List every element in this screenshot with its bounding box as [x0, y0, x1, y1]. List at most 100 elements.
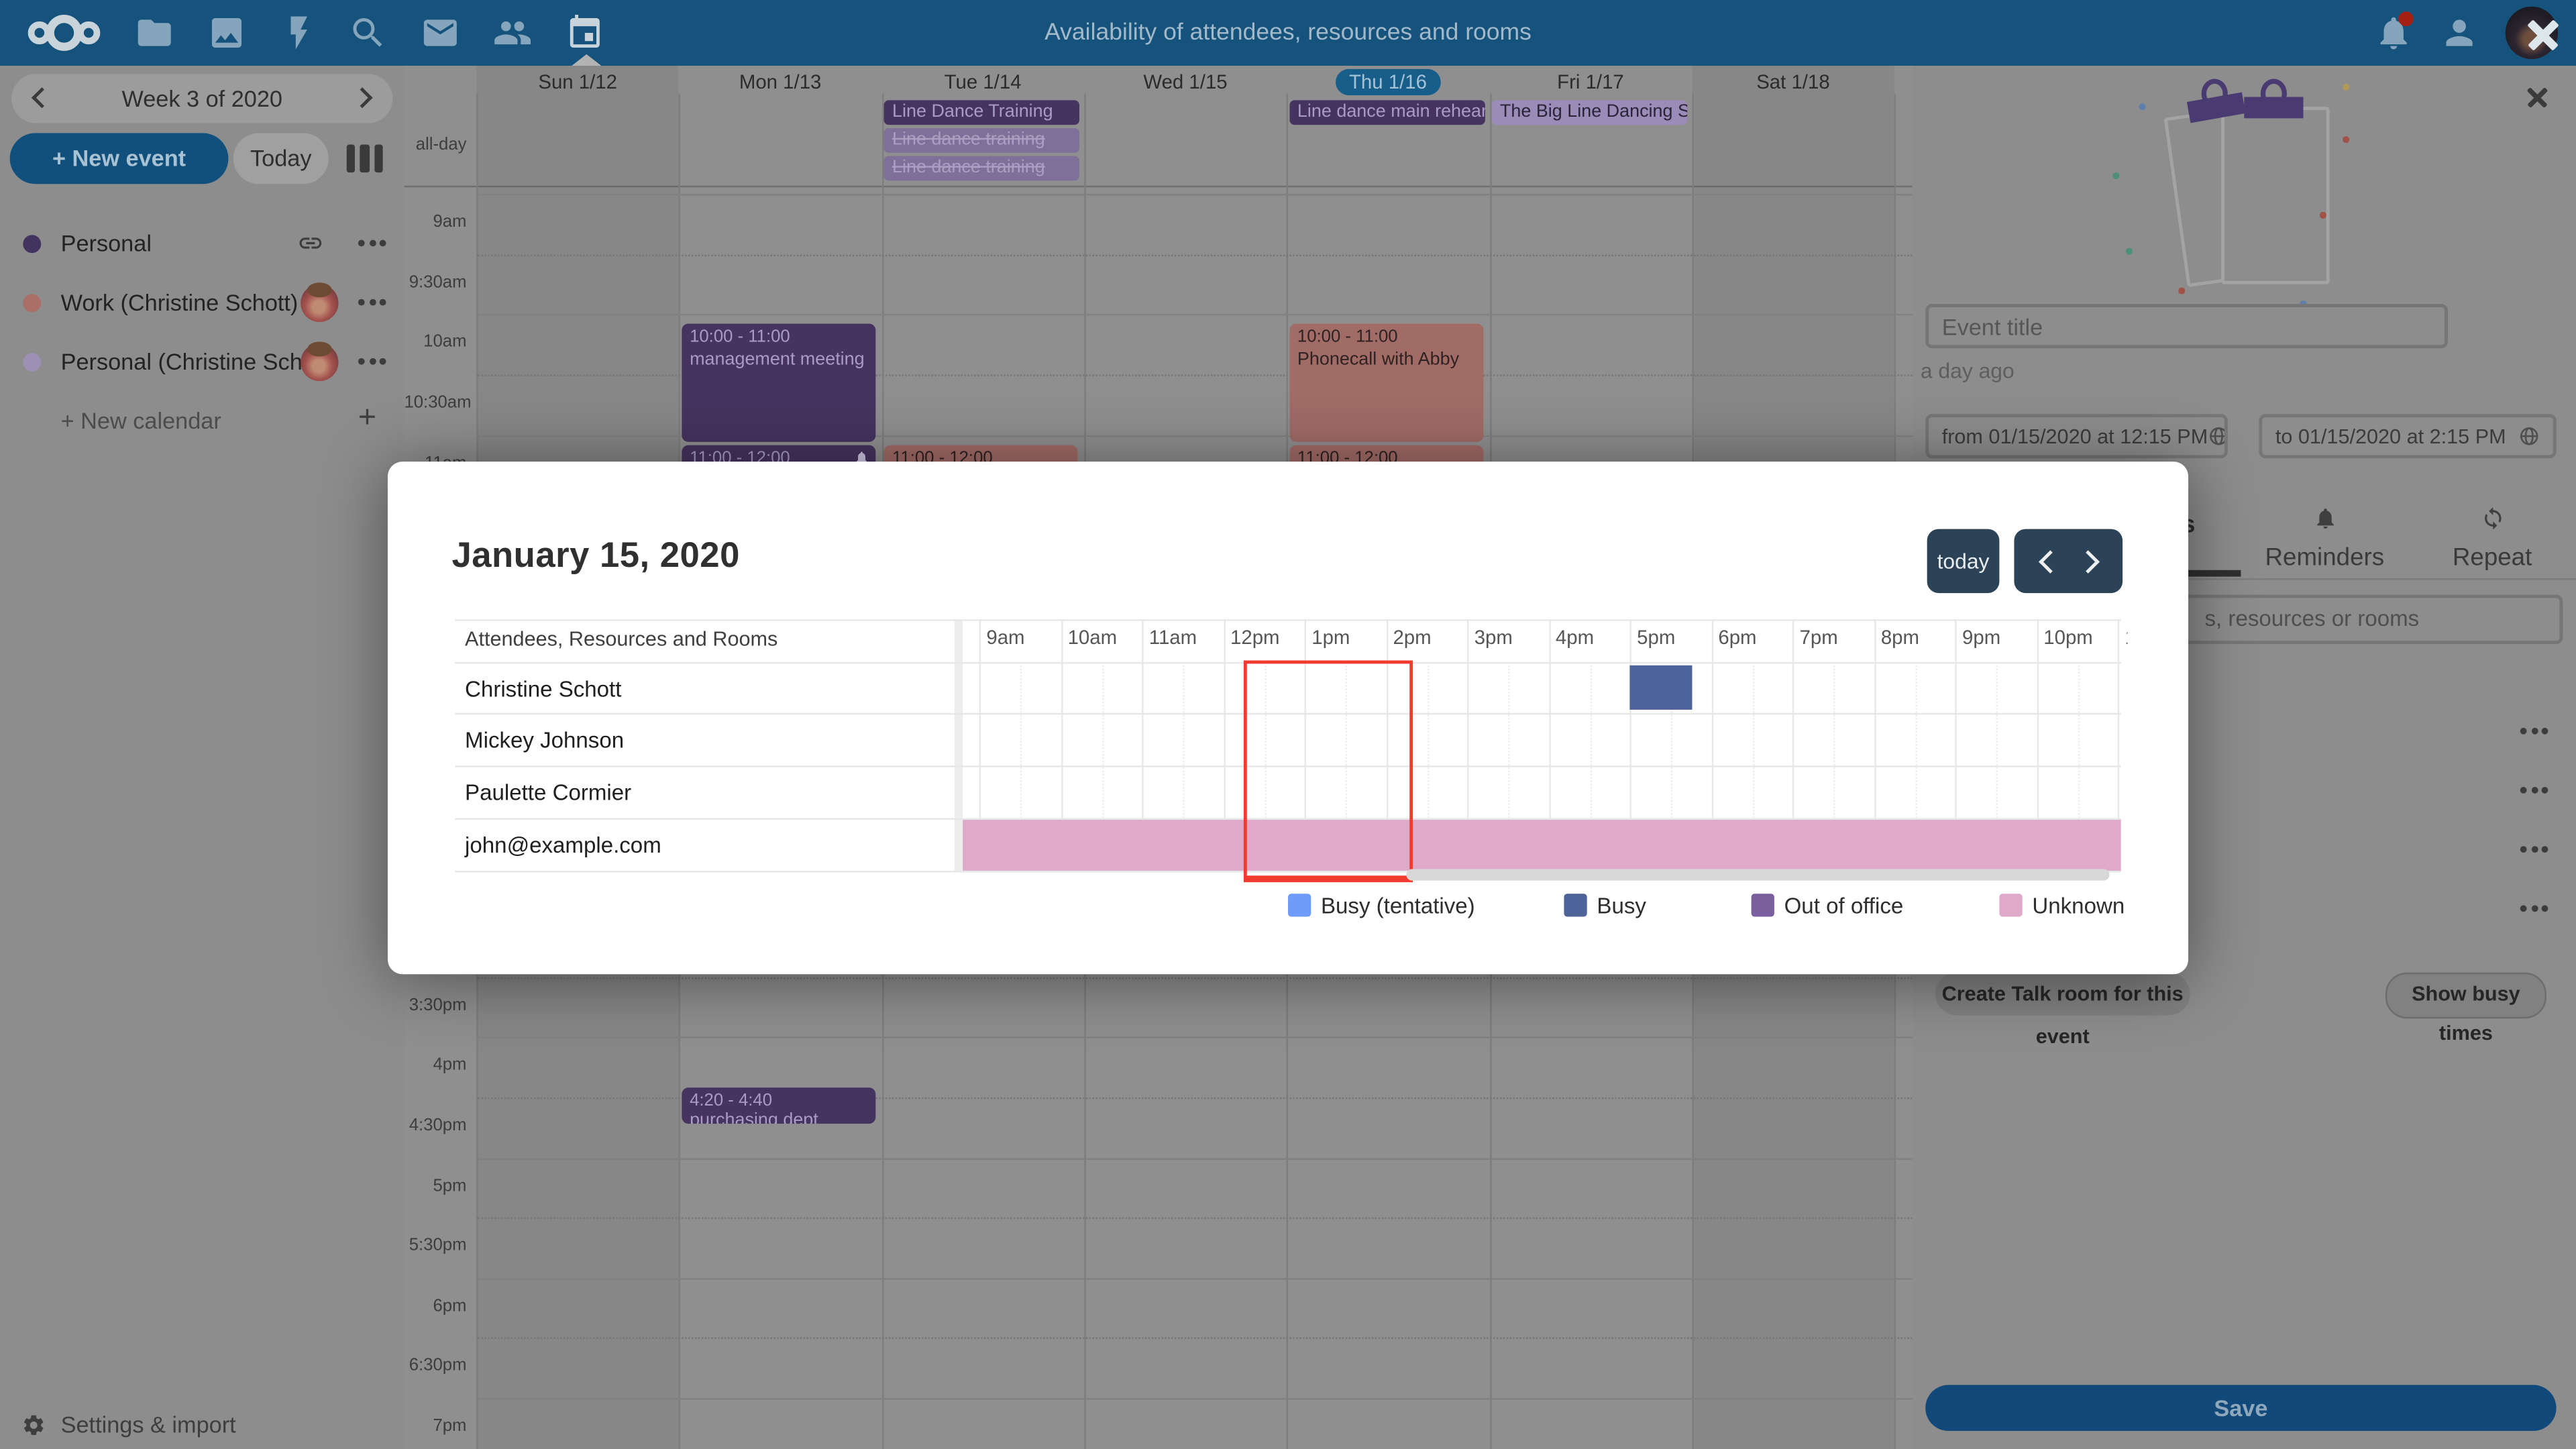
- link-icon[interactable]: [297, 230, 323, 256]
- legend-label: Unknown: [2032, 894, 2125, 918]
- close-icon[interactable]: [2527, 18, 2560, 51]
- attendee-row-menu-button[interactable]: [2520, 727, 2548, 735]
- week-label[interactable]: Week 3 of 2020: [121, 85, 282, 112]
- time-label: 4:30pm: [409, 1115, 467, 1135]
- contacts-icon[interactable]: [493, 13, 533, 53]
- event-title-input[interactable]: Event title: [1925, 304, 2448, 349]
- event-title-placeholder: Event title: [1941, 313, 2043, 339]
- from-datetime-field[interactable]: from 01/15/2020 at 12:15 PM: [1925, 414, 2228, 459]
- allday-event[interactable]: Line dance main rehearsal: [1289, 100, 1485, 125]
- time-label: 10am: [423, 332, 467, 352]
- plus-icon: +: [358, 400, 377, 435]
- legend-swatch: [1288, 894, 1311, 917]
- calendar-name: Personal (Christine Scho…: [60, 348, 339, 375]
- timeline-hour-line: [1792, 619, 1795, 871]
- timeline-hour-line: [2118, 619, 2121, 871]
- shared-by-avatar: [301, 341, 339, 382]
- show-busy-times-button[interactable]: Show busy times: [2385, 972, 2546, 1045]
- time-label: 3:30pm: [409, 994, 467, 1015]
- repeat-icon: [2480, 506, 2505, 531]
- modal-date-title: January 15, 2020: [451, 535, 740, 576]
- event-title: purchasing dept: [690, 1110, 818, 1124]
- settings-import-button[interactable]: Settings & import: [21, 1408, 236, 1441]
- to-datetime-field[interactable]: to 01/15/2020 at 2:15 PM: [2259, 414, 2557, 459]
- grid-hour-line: [476, 254, 1913, 256]
- notifications-bell-icon[interactable]: [2374, 13, 2414, 53]
- day-header[interactable]: Mon 1/13: [679, 70, 881, 93]
- clipboard-ring: [2201, 78, 2228, 109]
- files-icon[interactable]: [135, 13, 174, 53]
- new-calendar-label: + New calendar: [60, 407, 221, 434]
- view-switcher-icon[interactable]: [346, 144, 383, 173]
- page-title: Availability of attendees, resources and…: [1044, 19, 1532, 46]
- shared-by-avatar: [301, 282, 339, 323]
- day-header-label: Thu 1/16: [1336, 68, 1440, 96]
- timezone-globe-icon[interactable]: [2208, 425, 2224, 447]
- activity-icon[interactable]: [279, 13, 319, 53]
- reminder-bell-icon: [855, 449, 869, 464]
- day-header[interactable]: Wed 1/15: [1084, 70, 1287, 93]
- day-header[interactable]: Sun 1/12: [476, 70, 679, 93]
- column-divider: [954, 619, 963, 871]
- day-header-today[interactable]: Thu 1/16: [1287, 68, 1489, 96]
- availability-block-unknown: [963, 819, 2121, 870]
- grid-hour-line: [476, 1218, 1913, 1220]
- day-header-label: Sun 1/12: [538, 70, 618, 94]
- search-icon[interactable]: [348, 13, 388, 53]
- calendar-menu-button[interactable]: [358, 299, 386, 306]
- modal-today-button[interactable]: today: [1927, 529, 2000, 594]
- calendar-event[interactable]: 10:00 - 11:00 Phonecall with Abby: [1289, 324, 1484, 441]
- settings-import-label: Settings & import: [60, 1411, 236, 1438]
- attendee-row-menu-button[interactable]: [2520, 846, 2548, 853]
- time-label: 6pm: [433, 1295, 467, 1316]
- calendar-event[interactable]: 10:00 - 11:00 management meeting: [681, 324, 876, 441]
- new-calendar-row[interactable]: + New calendar +: [0, 401, 404, 441]
- calendar-menu-button[interactable]: [358, 358, 386, 365]
- close-sidebar-icon[interactable]: [2527, 87, 2548, 109]
- grid-hour-line: [476, 1036, 1913, 1039]
- grid-hour-line: [476, 314, 1913, 316]
- event-time: 10:00 - 11:00: [690, 327, 790, 347]
- timeline-hour-label: 1pm: [1311, 626, 1350, 649]
- mail-icon[interactable]: [421, 13, 460, 53]
- day-header[interactable]: Tue 1/14: [881, 70, 1084, 93]
- grid-hour-line: [476, 1277, 1913, 1280]
- allday-event[interactable]: The Big Line Dancing Show: [1491, 100, 1688, 125]
- calendar-list-item[interactable]: Work (Christine Schott): [0, 282, 404, 323]
- timeline-hour-label: 10am: [1067, 626, 1118, 649]
- photos-icon[interactable]: [207, 13, 247, 53]
- create-talk-room-button[interactable]: Create Talk room for this event: [1935, 972, 2190, 1048]
- time-label: 5pm: [433, 1175, 467, 1195]
- calendar-list-item[interactable]: Personal: [0, 223, 404, 263]
- allday-separator: [404, 185, 1913, 188]
- calendar-app-icon[interactable]: [565, 13, 604, 53]
- day-header[interactable]: Fri 1/17: [1489, 70, 1692, 93]
- new-event-button[interactable]: + New event: [9, 133, 229, 184]
- timeline-scrollbar[interactable]: [1406, 869, 2110, 880]
- attendee-row-menu-button[interactable]: [2520, 905, 2548, 912]
- calendar-name: Personal: [60, 229, 152, 257]
- attendee-row-menu-button[interactable]: [2520, 787, 2548, 794]
- calendar-event[interactable]: 4:20 - 4:40 purchasing dept: [681, 1087, 876, 1124]
- event-time: 10:00 - 11:00: [1297, 327, 1398, 347]
- availability-block-busy: [1630, 664, 1692, 710]
- contacts-menu-icon[interactable]: [2440, 13, 2479, 53]
- day-header[interactable]: Sat 1/18: [1692, 70, 1894, 93]
- calendar-menu-button[interactable]: [358, 239, 386, 247]
- allday-event[interactable]: Line dance training: [883, 128, 1080, 153]
- timezone-globe-icon[interactable]: [2518, 425, 2540, 447]
- today-button[interactable]: Today: [233, 133, 329, 184]
- timeline-hour-label: 10pm: [2043, 626, 2093, 649]
- save-button[interactable]: Save: [1925, 1385, 2557, 1432]
- tab-repeat[interactable]: Repeat: [2394, 506, 2576, 572]
- timeline-hour-label: 2pm: [1393, 626, 1432, 649]
- allday-event[interactable]: Line dance training: [883, 156, 1080, 181]
- timeline-hour-line: [2037, 619, 2039, 871]
- tab-reminders[interactable]: Reminders: [2226, 506, 2423, 572]
- allday-event[interactable]: Line Dance Training: [883, 100, 1080, 125]
- nextcloud-logo-icon[interactable]: [23, 10, 105, 56]
- time-label: 6:30pm: [409, 1356, 467, 1376]
- legend-label: Busy (tentative): [1320, 894, 1475, 918]
- calendar-list-item[interactable]: Personal (Christine Scho…: [0, 341, 404, 382]
